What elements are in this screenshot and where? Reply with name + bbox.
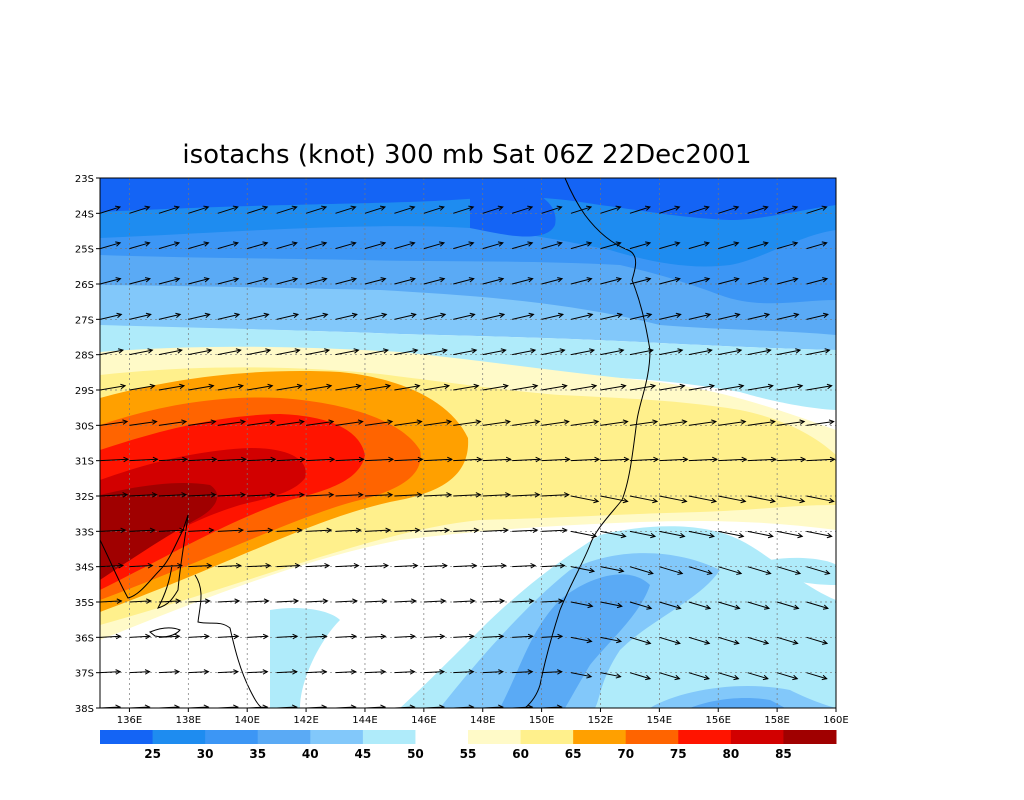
colorbar-swatch	[310, 730, 364, 744]
colorbar-label: 45	[355, 747, 372, 761]
x-tick-label: 152E	[588, 715, 613, 726]
y-tick-label: 23S	[75, 174, 94, 185]
y-axis-labels: 23S 24S 25S 26S 27S 28S 29S 30S 31S 32S 33S 34S 35S 3…	[75, 174, 100, 715]
plot-frame	[99, 177, 837, 709]
y-tick-label: 24S	[75, 209, 94, 220]
y-tick-label: 31S	[75, 457, 94, 468]
page-title: isotachs (knot) 300 mb Sat 06Z 22Dec2001	[182, 140, 752, 170]
y-tick-label: 29S	[75, 386, 94, 397]
y-tick-label: 25S	[75, 245, 94, 256]
colorbar-swatch	[205, 730, 259, 744]
y-tick-label: 32S	[75, 492, 94, 503]
colorbar: 25 30 35 40 45 50 55 60 65 70 75 80 85	[100, 730, 837, 761]
colorbar-swatch	[783, 730, 837, 744]
colorbar-swatch	[468, 730, 522, 744]
x-tick-label: 154E	[647, 715, 672, 726]
colorbar-label: 75	[670, 747, 687, 761]
x-tick-label: 140E	[234, 715, 259, 726]
y-tick-label: 37S	[75, 669, 94, 680]
x-tick-label: 148E	[470, 715, 495, 726]
colorbar-label: 65	[565, 747, 582, 761]
colorbar-label: 70	[617, 747, 634, 761]
colorbar-swatch	[678, 730, 732, 744]
y-tick-label: 30S	[75, 421, 94, 432]
isotach-fill	[100, 178, 836, 708]
colorbar-swatch	[730, 730, 784, 744]
x-tick-label: 136E	[117, 715, 142, 726]
lat-lon-grid	[100, 178, 836, 708]
x-tick-label: 144E	[352, 715, 377, 726]
y-tick-label: 36S	[75, 633, 94, 644]
colorbar-swatch	[257, 730, 311, 744]
y-tick-label: 38S	[75, 704, 94, 715]
wind-vectors	[100, 178, 836, 708]
x-tick-label: 156E	[706, 715, 731, 726]
colorbar-label: 80	[723, 747, 740, 761]
colorbar-label: 25	[144, 747, 161, 761]
x-tick-label: 146E	[411, 715, 436, 726]
x-tick-label: 158E	[764, 715, 789, 726]
colorbar-swatch	[152, 730, 206, 744]
y-tick-label: 27S	[75, 315, 94, 326]
y-tick-label: 26S	[75, 280, 94, 291]
colorbar-swatch	[100, 730, 154, 744]
colorbar-label: 85	[775, 747, 792, 761]
colorbar-swatch	[625, 730, 679, 744]
colorbar-label: 60	[512, 747, 529, 761]
colorbar-label: 55	[460, 747, 477, 761]
y-tick-label: 33S	[75, 527, 94, 538]
coastline	[100, 178, 651, 708]
y-tick-label: 28S	[75, 351, 94, 362]
x-axis-labels: 136E 138E 140E 142E 144E 146E 148E 150E 152E 154E…	[117, 708, 849, 726]
colorbar-swatch	[415, 730, 469, 744]
colorbar-swatch	[573, 730, 627, 744]
x-tick-label: 150E	[529, 715, 554, 726]
colorbar-swatch	[520, 730, 574, 744]
y-tick-label: 35S	[75, 598, 94, 609]
colorbar-swatch	[362, 730, 416, 744]
colorbar-label: 35	[249, 747, 266, 761]
colorbar-label: 30	[197, 747, 214, 761]
x-tick-label: 142E	[293, 715, 318, 726]
x-tick-label: 138E	[176, 715, 201, 726]
colorbar-label: 50	[407, 747, 424, 761]
y-tick-label: 34S	[75, 563, 94, 574]
x-tick-label: 160E	[823, 715, 848, 726]
colorbar-label: 40	[302, 747, 319, 761]
